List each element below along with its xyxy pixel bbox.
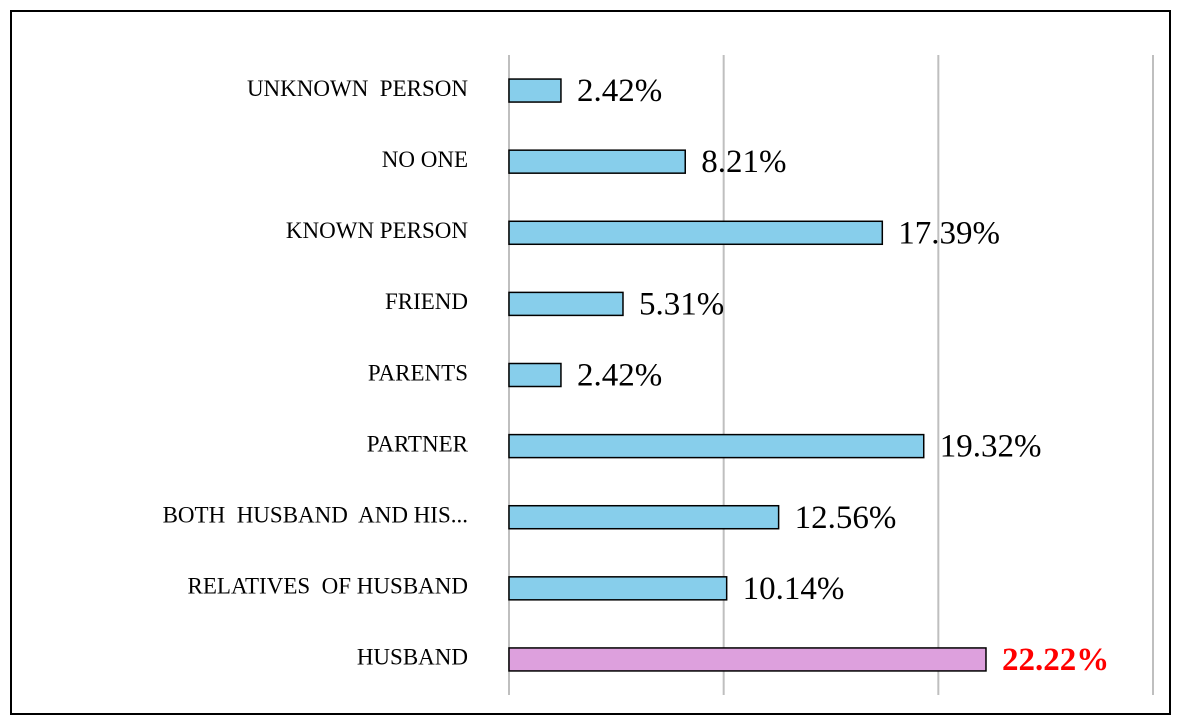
value-label: 17.39% bbox=[898, 215, 1000, 251]
category-label: UNKNOWN PERSON bbox=[247, 76, 468, 101]
category-label: PARENTS bbox=[368, 360, 468, 385]
value-label: 10.14% bbox=[743, 571, 845, 607]
bar bbox=[508, 433, 925, 459]
category-label: BOTH HUSBAND AND HIS... bbox=[163, 503, 468, 528]
value-label: 2.42% bbox=[577, 73, 662, 109]
value-label: 12.56% bbox=[795, 500, 897, 536]
bar bbox=[508, 504, 780, 530]
category-label: NO ONE bbox=[382, 147, 468, 172]
bar bbox=[508, 78, 562, 103]
category-label: HUSBAND bbox=[357, 645, 468, 670]
bar bbox=[508, 362, 562, 388]
category-label: KNOWN PERSON bbox=[286, 218, 468, 243]
category-label: RELATIVES OF HUSBAND bbox=[188, 574, 469, 599]
value-label: 8.21% bbox=[701, 144, 786, 180]
value-label: 19.32% bbox=[940, 429, 1042, 465]
bar bbox=[508, 647, 987, 672]
bar bbox=[508, 220, 884, 246]
category-label: FRIEND bbox=[385, 289, 468, 314]
bar bbox=[508, 149, 686, 174]
bar bbox=[508, 576, 728, 601]
value-label: 22.22% bbox=[1002, 642, 1109, 678]
value-label: 5.31% bbox=[639, 286, 724, 322]
bar bbox=[508, 291, 624, 317]
category-label: PARTNER bbox=[367, 431, 469, 456]
value-label: 2.42% bbox=[577, 358, 662, 394]
